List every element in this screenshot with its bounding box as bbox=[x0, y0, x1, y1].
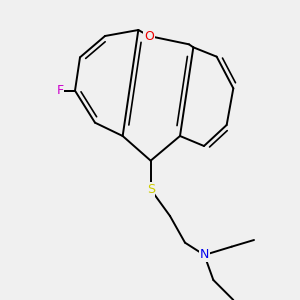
Text: F: F bbox=[56, 84, 64, 97]
Text: O: O bbox=[144, 29, 154, 43]
Text: S: S bbox=[147, 183, 155, 196]
Text: N: N bbox=[200, 248, 209, 262]
Text: N: N bbox=[200, 248, 209, 262]
Text: O: O bbox=[144, 29, 154, 43]
Text: S: S bbox=[147, 183, 155, 196]
